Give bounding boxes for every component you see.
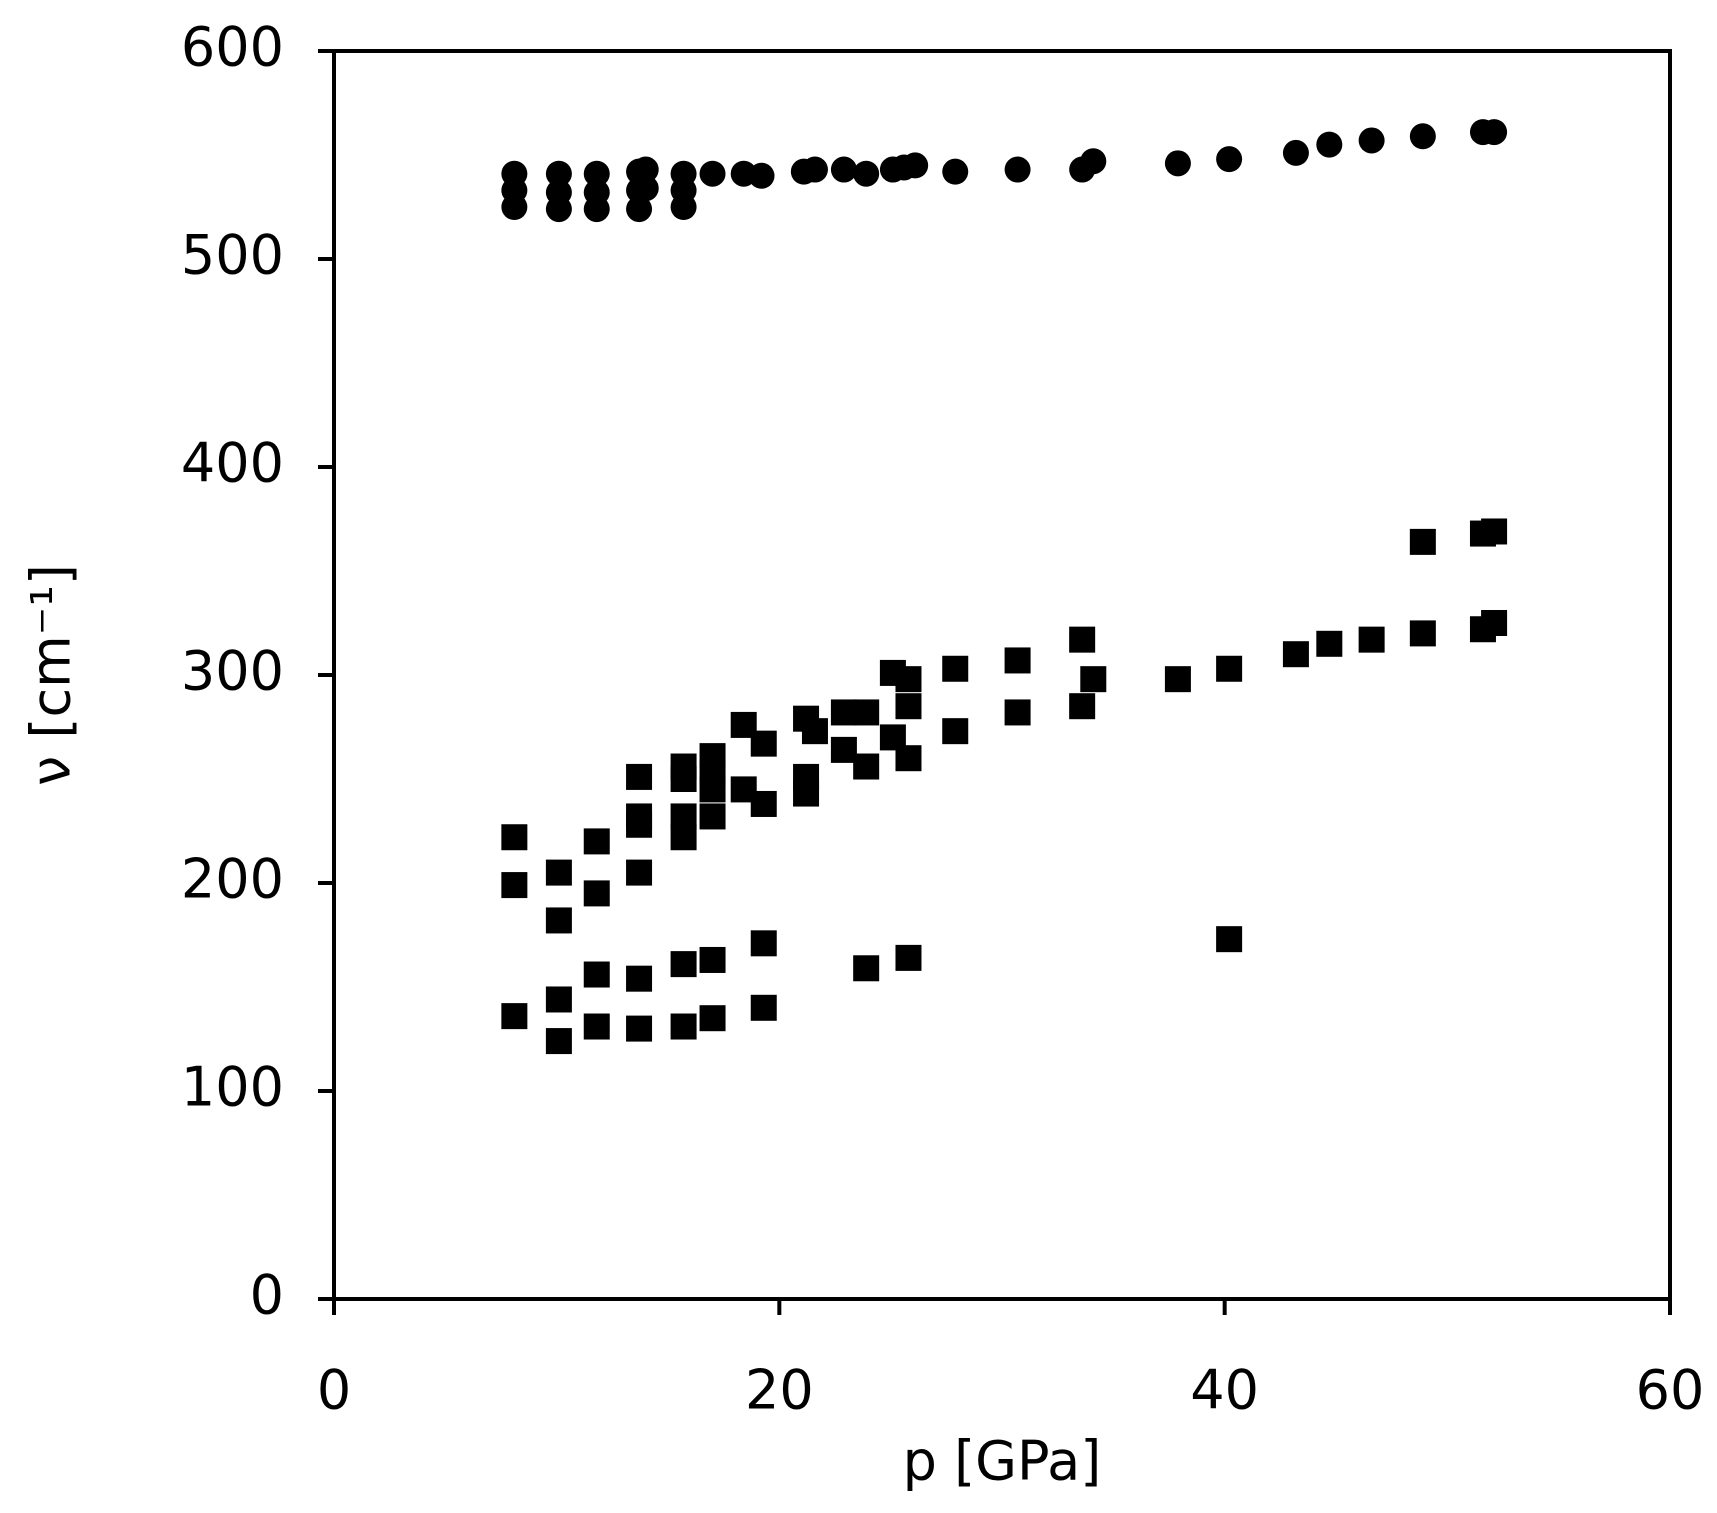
circle-point [1004, 156, 1031, 183]
square-point [545, 907, 572, 934]
circle-point [1358, 127, 1385, 154]
y-tick-label: 200 [181, 848, 284, 911]
circle-point [670, 194, 697, 220]
square-point [895, 666, 922, 693]
circle-point [748, 162, 775, 189]
square-point [626, 859, 653, 886]
y-tick-label: 100 [181, 1056, 284, 1119]
square-point [626, 1015, 653, 1042]
circle-point [1316, 131, 1343, 158]
circle-point [1282, 139, 1309, 166]
y-tick-label: 300 [181, 640, 284, 703]
circle-point [1080, 148, 1107, 175]
circle-point [1164, 150, 1191, 177]
square-point [501, 872, 528, 899]
square-point [699, 946, 726, 973]
square-point [1069, 693, 1096, 720]
circle-point [632, 156, 659, 183]
square-point [670, 951, 697, 978]
square-point [750, 930, 777, 957]
circle-point [583, 196, 610, 223]
square-point [1164, 666, 1191, 693]
square-point [1282, 641, 1309, 668]
circle-point [632, 175, 659, 202]
square-point [895, 745, 922, 772]
circle-point [902, 152, 929, 179]
square-point [1080, 666, 1107, 693]
circle-point [942, 158, 969, 185]
square-point [501, 1003, 528, 1030]
square-point [895, 693, 922, 720]
circle-point [583, 160, 610, 187]
y-tick-label: 400 [181, 432, 284, 495]
circle-point [830, 156, 857, 183]
x-tick-label: 60 [1636, 1359, 1705, 1422]
square-point [1481, 610, 1508, 636]
circle-point [1409, 123, 1436, 150]
circle-point [699, 160, 726, 187]
square-point [853, 955, 880, 982]
square-point [853, 699, 880, 726]
square-point [583, 1013, 610, 1040]
square-point [1358, 626, 1385, 653]
circle-point [545, 160, 572, 187]
circle-point [626, 196, 653, 223]
square-point [830, 736, 857, 763]
square-point [750, 730, 777, 757]
square-point [1316, 630, 1343, 657]
square-point [670, 1013, 697, 1040]
square-point [1069, 626, 1096, 653]
circle-point [1481, 119, 1508, 146]
square-point [1216, 926, 1243, 953]
square-point [501, 824, 528, 851]
y-tick-label: 600 [181, 16, 284, 79]
x-tick-label: 20 [745, 1359, 814, 1422]
square-point [626, 965, 653, 992]
plot-frame [332, 49, 1672, 1301]
square-point [670, 824, 697, 851]
square-point [853, 753, 880, 780]
y-tick-label: 500 [181, 224, 284, 287]
square-point [583, 961, 610, 988]
x-tick-label: 40 [1190, 1359, 1259, 1422]
circle-point [501, 194, 528, 220]
square-point [942, 655, 969, 682]
square-point [1409, 528, 1436, 555]
square-point [670, 766, 697, 792]
square-point [626, 811, 653, 838]
square-point [626, 763, 653, 790]
square-point [583, 828, 610, 855]
x-axis-label: p [GPa] [903, 1430, 1102, 1493]
square-point [699, 1005, 726, 1032]
square-point [830, 699, 857, 726]
circle-point [853, 160, 880, 187]
square-point [895, 944, 922, 971]
y-axis-label: ν [cm⁻¹] [20, 564, 83, 786]
square-point [1004, 647, 1031, 674]
square-point [545, 1028, 572, 1055]
square-point [699, 776, 726, 803]
square-point [750, 994, 777, 1021]
square-point [545, 986, 572, 1013]
square-point [801, 718, 828, 745]
circle-point [545, 196, 572, 223]
square-point [793, 780, 820, 807]
circle-point [1216, 146, 1243, 173]
square-point [545, 859, 572, 886]
square-point [1216, 655, 1243, 682]
square-point [1004, 699, 1031, 726]
square-point [1409, 620, 1436, 647]
square-point [699, 803, 726, 830]
square-point [583, 880, 610, 907]
x-tick-label: 0 [317, 1359, 351, 1422]
circle-point [801, 156, 828, 183]
square-point [1481, 518, 1508, 545]
square-point [750, 790, 777, 817]
y-tick-label: 0 [250, 1264, 284, 1327]
square-point [942, 718, 969, 745]
